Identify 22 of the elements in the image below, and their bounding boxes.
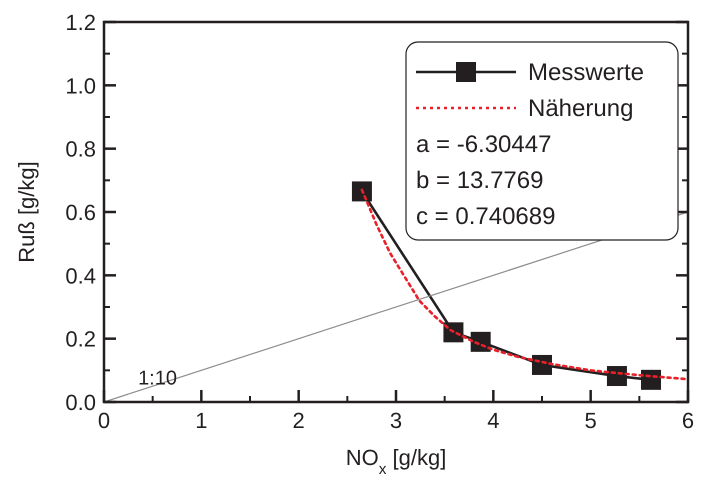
annotation: 1:10 — [138, 368, 177, 390]
y-tick-label: 0.8 — [65, 136, 96, 162]
legend-label: Messwerte — [528, 59, 644, 86]
y-tick-label: 0.2 — [65, 326, 96, 352]
annotation: a = -6.30447 — [416, 131, 552, 158]
y-tick-label: 1.2 — [65, 10, 96, 35]
x-tick-label: 0 — [98, 408, 110, 433]
x-tick-label: 4 — [487, 408, 500, 433]
y-axis-title: Ruß [g/kg] — [14, 161, 39, 263]
y-tick-label: 0.0 — [65, 390, 96, 415]
x-tick-label: 3 — [390, 408, 402, 433]
legend-label: Näherung — [528, 95, 634, 122]
y-tick-label: 0.6 — [65, 200, 96, 225]
x-tick-label: 2 — [292, 408, 305, 433]
annotation: b = 13.7769 — [416, 167, 544, 194]
annotation: c = 0.740689 — [416, 203, 556, 230]
x-tick-label: 5 — [584, 408, 597, 433]
x-tick-label: 1 — [195, 408, 208, 433]
y-tick-label: 1.0 — [65, 73, 96, 98]
x-axis-title: NO$_{x}$ [g/kg] — [346, 445, 446, 477]
x-tick-label: 6 — [682, 408, 694, 433]
y-tick-label: 0.4 — [65, 263, 96, 288]
